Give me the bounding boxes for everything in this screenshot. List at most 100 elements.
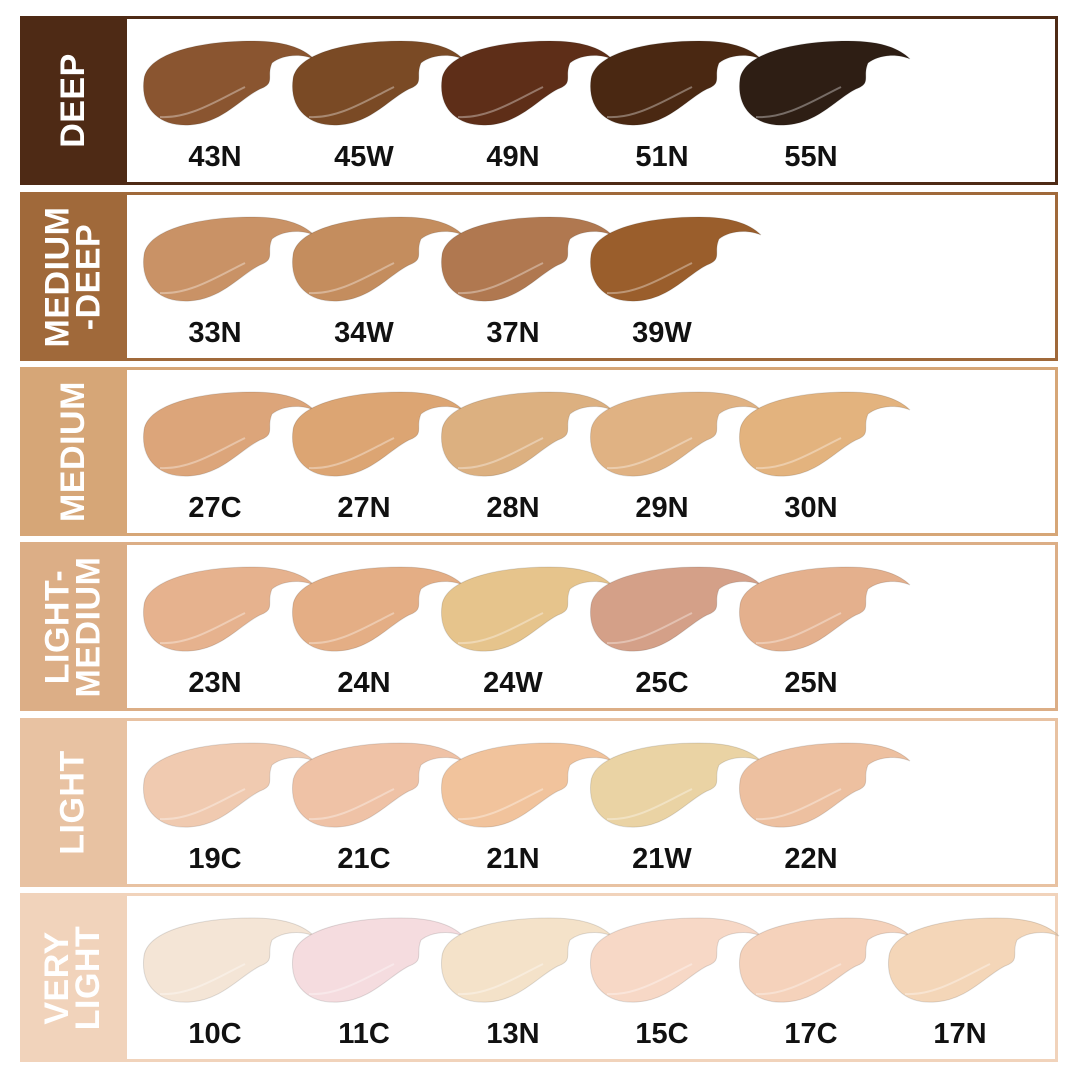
shade-code: 11C (338, 1018, 390, 1050)
shade-code: 27N (337, 492, 391, 524)
swatch-smear (292, 742, 464, 828)
shade-code: 24W (483, 667, 543, 699)
shade-swatch-item[interactable]: 11C (289, 914, 464, 1064)
shade-code: 17N (933, 1018, 987, 1050)
shade-code: 25C (635, 667, 689, 699)
shade-code: 55N (784, 141, 838, 173)
swatch-smear (739, 391, 911, 477)
shade-code: 10C (188, 1018, 242, 1050)
shade-code: 21N (486, 843, 540, 875)
swatch-smear (441, 40, 613, 126)
shade-swatch-item[interactable]: 13N (438, 914, 613, 1064)
shade-swatch-item[interactable]: 25C (587, 563, 762, 713)
shade-code: 34W (334, 317, 394, 349)
shade-swatch-item[interactable]: 23N (140, 563, 315, 713)
category-band: MEDIUM (20, 367, 127, 536)
shade-code: 30N (784, 492, 838, 524)
swatch-smear (590, 40, 762, 126)
swatch-smear (441, 742, 613, 828)
category-label: LIGHT- MEDIUM (38, 556, 108, 697)
category-label: VERY LIGHT (38, 925, 108, 1030)
shade-swatch-item[interactable]: 30N (736, 388, 911, 538)
shade-swatch-item[interactable]: 33N (140, 213, 315, 363)
shade-swatch-item[interactable]: 10C (140, 914, 315, 1064)
swatch-smear (143, 391, 315, 477)
shade-category-row: VERY LIGHT 10C 11C 13N 15C 17C 17N (20, 893, 1060, 1064)
shade-swatch-item[interactable]: 27N (289, 388, 464, 538)
swatch-smear (292, 566, 464, 652)
swatch-smear (739, 40, 911, 126)
shade-code: 15C (635, 1018, 689, 1050)
shade-category-row: DEEP 43N 45W 49N 51N 55N (20, 16, 1058, 185)
swatch-smear (292, 391, 464, 477)
swatch-smear (143, 40, 315, 126)
category-label: LIGHT (53, 750, 92, 855)
shade-code: 28N (486, 492, 540, 524)
shade-swatch-item[interactable]: 45W (289, 37, 464, 187)
shade-code: 25N (784, 667, 838, 699)
category-band: MEDIUM -DEEP (20, 192, 127, 361)
shade-swatch-item[interactable]: 21C (289, 739, 464, 889)
category-band: VERY LIGHT (20, 893, 127, 1062)
shade-category-row: LIGHT 19C 21C 21N 21W 22N (20, 718, 1058, 887)
shade-swatch-item[interactable]: 25N (736, 563, 911, 713)
swatch-smear (590, 917, 762, 1003)
category-band: DEEP (20, 16, 127, 185)
shade-swatch-item[interactable]: 29N (587, 388, 762, 538)
shade-swatch-item[interactable]: 21N (438, 739, 613, 889)
shade-code: 24N (337, 667, 391, 699)
shade-code: 51N (635, 141, 689, 173)
swatch-smear (143, 566, 315, 652)
shade-swatch-item[interactable]: 15C (587, 914, 762, 1064)
swatch-smear (739, 917, 911, 1003)
swatch-smear (292, 216, 464, 302)
shade-code: 17C (784, 1018, 838, 1050)
shade-code: 23N (188, 667, 242, 699)
shade-category-row: LIGHT- MEDIUM 23N 24N 24W 25C 25N (20, 542, 1058, 711)
swatch-smear (292, 917, 464, 1003)
shade-code: 22N (784, 843, 838, 875)
shade-swatch-item[interactable]: 43N (140, 37, 315, 187)
swatch-smear (441, 391, 613, 477)
swatch-smear (143, 917, 315, 1003)
shade-code: 33N (188, 317, 242, 349)
shade-code: 29N (635, 492, 689, 524)
shade-code: 21W (632, 843, 692, 875)
shade-swatch-item[interactable]: 39W (587, 213, 762, 363)
shade-code: 39W (632, 317, 692, 349)
shade-swatch-item[interactable]: 34W (289, 213, 464, 363)
shade-code: 49N (486, 141, 540, 173)
swatch-smear (143, 742, 315, 828)
shade-code: 13N (486, 1018, 540, 1050)
category-label: MEDIUM (54, 381, 93, 522)
swatch-smear (143, 216, 315, 302)
shade-swatch-item[interactable]: 21W (587, 739, 762, 889)
swatch-smear (739, 566, 911, 652)
swatch-smear (292, 40, 464, 126)
shade-swatch-item[interactable]: 28N (438, 388, 613, 538)
shade-code: 43N (188, 141, 242, 173)
swatch-smear (590, 216, 762, 302)
category-label: DEEP (54, 53, 92, 148)
shade-swatch-item[interactable]: 17C (736, 914, 911, 1064)
shade-swatch-item[interactable]: 24N (289, 563, 464, 713)
swatch-smear (739, 742, 911, 828)
shade-swatch-item[interactable]: 17N (885, 914, 1060, 1064)
shade-swatch-item[interactable]: 27C (140, 388, 315, 538)
swatch-smear (441, 216, 613, 302)
shade-swatch-item[interactable]: 55N (736, 37, 911, 187)
shade-swatch-item[interactable]: 19C (140, 739, 315, 889)
category-band: LIGHT (20, 718, 127, 887)
swatch-smear (441, 917, 613, 1003)
shade-swatch-item[interactable]: 22N (736, 739, 911, 889)
shade-code: 21C (337, 843, 391, 875)
shade-swatch-item[interactable]: 51N (587, 37, 762, 187)
shade-code: 27C (188, 492, 242, 524)
shade-category-row: MEDIUM 27C 27N 28N 29N 30N (20, 367, 1058, 536)
swatch-smear (441, 566, 613, 652)
shade-swatch-item[interactable]: 37N (438, 213, 613, 363)
shade-swatch-item[interactable]: 24W (438, 563, 613, 713)
category-band: LIGHT- MEDIUM (20, 542, 127, 711)
shade-swatch-item[interactable]: 49N (438, 37, 613, 187)
swatch-smear (888, 917, 1060, 1003)
